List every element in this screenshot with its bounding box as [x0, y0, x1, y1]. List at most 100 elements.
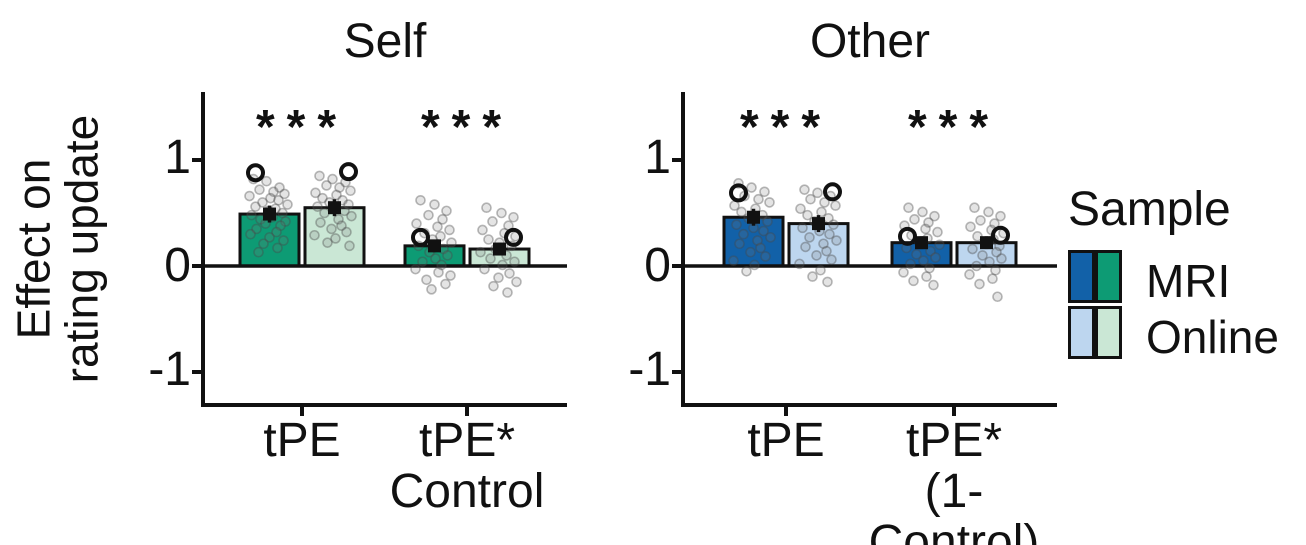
data-point	[477, 224, 488, 236]
data-point	[319, 207, 330, 219]
mean-square-marker	[428, 239, 441, 253]
data-point	[746, 182, 757, 193]
bar-online	[303, 206, 366, 268]
data-point	[991, 246, 1002, 258]
data-point	[964, 269, 975, 280]
data-point	[275, 220, 286, 232]
data-point	[818, 238, 829, 250]
data-point	[345, 185, 356, 197]
data-point	[728, 255, 739, 267]
ytick-self-0: 0	[164, 239, 191, 292]
ytick-other-neg1: -1	[628, 343, 671, 396]
data-point	[749, 259, 760, 271]
data-point	[251, 223, 262, 235]
data-point	[326, 223, 337, 235]
data-point	[278, 235, 289, 246]
data-point	[824, 228, 835, 240]
significance-self-tpe-control: ***	[420, 101, 514, 154]
data-point	[996, 253, 1007, 264]
data-point	[932, 226, 943, 238]
data-point	[250, 201, 261, 212]
data-point	[343, 199, 354, 210]
data-point	[421, 274, 432, 286]
ytick-self-neg1: -1	[148, 343, 191, 396]
data-point	[830, 200, 841, 211]
outlier-circle-marker	[991, 225, 1010, 245]
data-point	[819, 197, 830, 208]
data-point	[496, 207, 507, 219]
data-point	[436, 259, 447, 271]
ytick-self-1: 1	[164, 131, 191, 184]
data-point	[990, 264, 1001, 276]
data-point	[268, 186, 279, 198]
data-point	[280, 216, 291, 227]
data-point	[330, 233, 341, 244]
data-point	[508, 211, 519, 223]
data-point	[312, 201, 323, 212]
mean-square-marker	[915, 236, 928, 250]
outlier-circle-marker	[823, 182, 842, 202]
data-point	[760, 251, 771, 262]
y-axis-label-line2: rating update	[56, 114, 108, 384]
data-point	[411, 218, 422, 229]
data-point	[992, 291, 1003, 303]
data-point	[802, 209, 813, 221]
data-point	[734, 238, 745, 250]
data-point	[983, 206, 994, 218]
data-point	[321, 180, 332, 191]
data-point	[322, 237, 333, 248]
data-point	[971, 260, 982, 272]
data-point	[903, 202, 914, 213]
data-point	[918, 255, 929, 267]
data-point	[822, 276, 833, 288]
data-point	[924, 262, 935, 274]
data-point	[341, 226, 352, 238]
data-point	[481, 202, 492, 213]
xlabel-self-tpe-control: tPE* Control	[389, 414, 545, 518]
xlabel-self-tpe: tPE	[263, 414, 341, 467]
data-point	[423, 209, 434, 221]
data-point	[920, 223, 931, 235]
data-point	[755, 242, 766, 254]
data-point	[475, 246, 486, 258]
data-point	[493, 272, 504, 283]
data-point	[504, 268, 515, 279]
ytick-other-0: 0	[644, 239, 671, 292]
data-point	[816, 206, 827, 218]
data-point	[346, 210, 357, 222]
data-point	[277, 207, 288, 219]
data-point	[807, 271, 818, 282]
data-point	[440, 278, 451, 290]
mean-square-marker	[747, 210, 760, 224]
data-point	[731, 219, 742, 230]
data-point	[433, 267, 444, 278]
xlabel-other-tpe: tPE	[747, 414, 825, 467]
mean-square-marker	[980, 236, 993, 250]
data-point	[253, 246, 264, 258]
data-point	[274, 182, 285, 193]
data-point	[762, 216, 773, 227]
data-point	[812, 187, 823, 199]
data-point	[279, 188, 290, 200]
legend-label-mri: MRI	[1146, 255, 1231, 307]
data-point	[441, 205, 452, 217]
data-point	[799, 184, 810, 195]
data-point	[442, 250, 453, 261]
data-point	[929, 210, 940, 222]
data-point	[911, 249, 922, 260]
data-point	[898, 267, 909, 278]
data-point	[831, 235, 842, 246]
data-point	[446, 237, 457, 248]
data-point	[934, 239, 945, 251]
data-point	[811, 250, 822, 261]
data-point	[334, 182, 345, 193]
data-point	[261, 175, 272, 187]
data-point	[977, 250, 988, 261]
outlier-circle-marker	[898, 226, 917, 246]
data-point	[753, 193, 764, 205]
mean-square-marker	[493, 242, 506, 256]
mean-square-marker	[263, 207, 276, 221]
data-point	[745, 246, 756, 258]
data-point	[826, 254, 837, 265]
